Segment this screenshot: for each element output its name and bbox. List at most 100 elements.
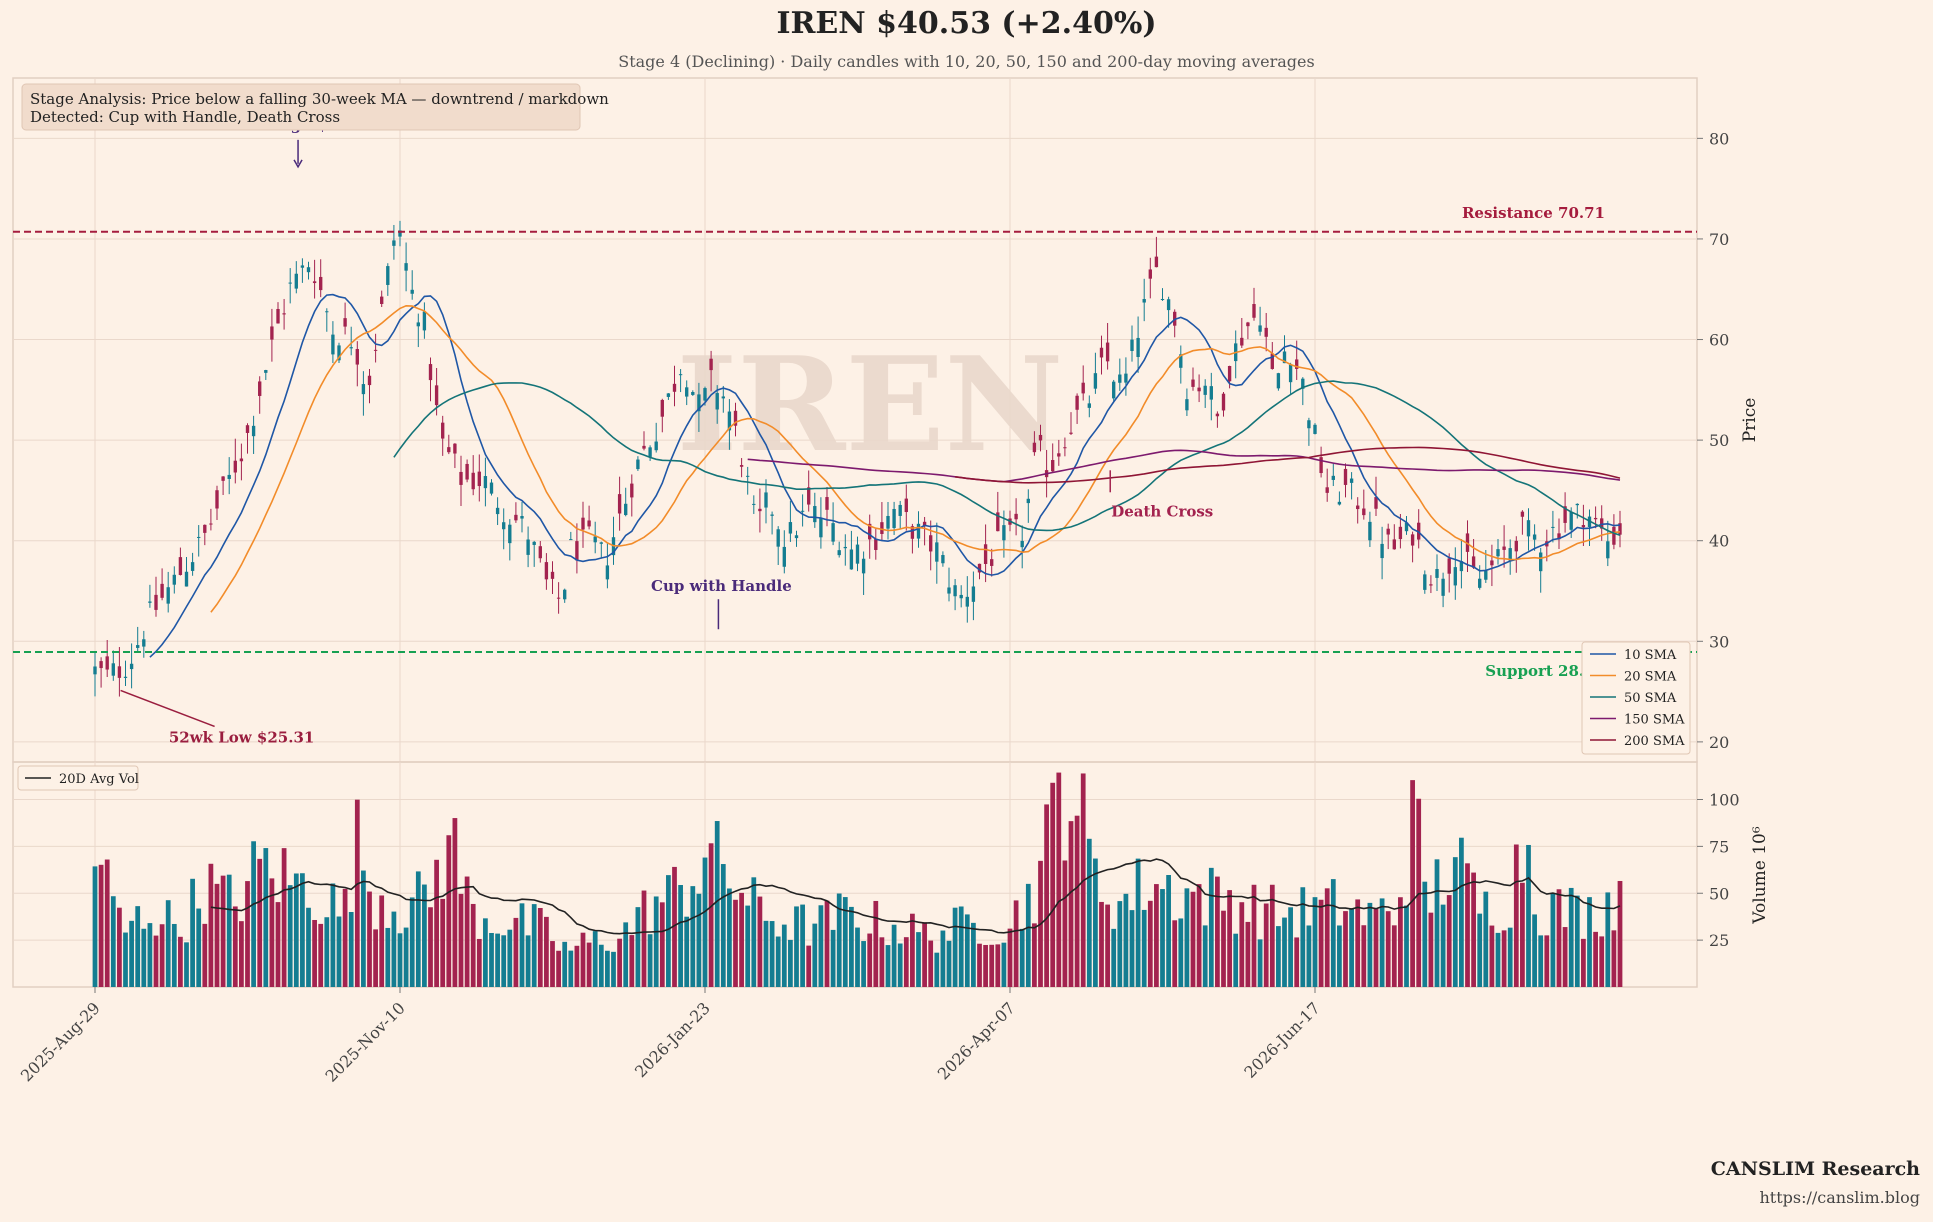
volume-bar [653,896,659,987]
volume-bar [903,937,909,987]
volume-bar [983,944,988,987]
legend-entry: 20 SMA [1624,670,1677,685]
volume-bar [537,908,543,987]
candle-body [264,370,268,373]
volume-bar [550,941,555,987]
candle-body [563,589,567,600]
candle-body [843,546,847,549]
candle-body [300,265,305,268]
volume-bar [1398,897,1403,987]
volume-bar [1599,936,1605,987]
candle-body [1593,517,1598,520]
volume-bar [952,907,958,987]
volume-bar [1410,780,1415,987]
volume-bar [922,922,927,987]
candle-body [294,273,298,289]
candle-body [544,562,549,580]
candle-body [1142,299,1146,303]
candle-body [648,447,652,457]
volume-bar [910,913,915,987]
candle-body [685,387,689,397]
volume-bar [1062,860,1068,987]
candle-body [105,656,109,670]
volume-bar [1513,844,1519,987]
candle-body [1020,540,1024,548]
volume-bar [879,937,885,987]
candle-body [355,349,359,365]
candle-body [800,510,805,512]
volume-bar [1483,891,1489,987]
candle-body [1166,299,1171,311]
volume-bar [342,888,348,987]
candle-body [1136,337,1140,358]
candle-body [1246,322,1250,327]
volume-bar [1178,918,1184,987]
candle-body [514,514,518,521]
volume-bar [1556,889,1562,987]
volume-bar [727,888,732,987]
volume-bar [123,932,128,987]
volume-bar [1184,888,1190,987]
volume-bar [812,923,818,987]
candle-body [380,296,384,304]
candle-body [1197,387,1201,392]
volume-bar [1105,904,1110,987]
volume-bar [1367,902,1373,987]
volume-bar [958,906,964,987]
candle-body [288,282,292,284]
candle-body [1325,487,1329,493]
volume-bar [1056,772,1062,987]
legend-entry: 10 SMA [1624,648,1677,663]
volume-bar [1257,939,1263,987]
candle-body [807,487,811,505]
volume-bar [592,931,598,987]
volume-bar [1019,928,1025,987]
candle-body [916,523,921,539]
candle-body [1270,353,1274,369]
candle-body [1349,478,1354,483]
volume-bar [1355,899,1361,987]
volume-bar [293,873,299,987]
candle-body [1081,382,1085,394]
volume-bar [617,938,622,987]
volume-bar [245,881,250,987]
volume-bar [1550,893,1556,987]
candle-body [1484,570,1488,580]
volume-bar [714,821,720,987]
volume-bar [678,885,683,987]
volume-bar [733,899,738,987]
volume-bar [580,932,586,987]
avg-volume-line [210,858,1621,935]
candle-body [1471,556,1476,568]
volume-bar [964,914,970,987]
candle-body [172,574,176,585]
volume-bar [1123,893,1129,987]
candle-body [203,524,207,533]
candle-body [1502,546,1506,550]
volume-bar [666,875,671,987]
candle-body [1520,511,1525,517]
candle-body [1581,525,1586,528]
volume-bar [1312,897,1318,987]
candle-body [758,508,762,512]
volume-bar [476,938,482,987]
candle-body [270,326,274,340]
candle-body [1148,269,1152,279]
volume-bar [1111,928,1117,987]
volume-bar [586,942,592,987]
candle-body [764,492,768,508]
brand-url: https://canslim.blog [1759,1188,1920,1207]
volume-bar [525,935,531,987]
candle-body [1276,373,1281,389]
candle-body [1313,424,1317,434]
candle-body [154,594,158,610]
candle-body [935,542,939,562]
volume-bar [849,906,854,987]
volume-bar [434,859,439,987]
volume-bar [300,873,305,987]
candle-body [1075,395,1079,410]
candle-body [239,458,244,462]
volume-frame [12,761,1698,988]
candle-body [855,544,860,564]
volume-bar [1489,925,1495,987]
